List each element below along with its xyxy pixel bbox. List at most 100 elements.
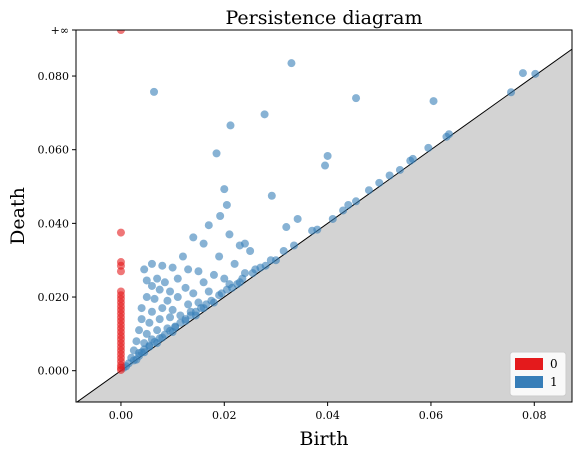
data-point-dim-1 (147, 307, 156, 316)
data-point-dim-1 (158, 261, 167, 270)
data-point-dim-1 (163, 296, 172, 305)
data-point-dim-1 (173, 293, 182, 302)
data-point-dim-1 (287, 59, 296, 68)
data-point-dim-1 (142, 329, 151, 338)
data-point-dim-1 (153, 326, 162, 335)
data-point-dim-1 (290, 241, 299, 250)
x-tick-label: 0.04 (315, 409, 340, 422)
data-point-dim-1 (445, 130, 454, 139)
data-point-dim-1 (429, 97, 438, 106)
data-point-dim-1 (424, 143, 433, 152)
data-point-dim-1 (132, 337, 141, 346)
legend-label-1: 1 (550, 375, 558, 389)
data-point-dim-1 (166, 287, 175, 296)
y-tick-label: 0.000 (38, 365, 70, 378)
data-point-dim-1 (531, 69, 540, 78)
chart-title: Persistence diagram (225, 7, 422, 29)
legend-swatch-1 (515, 376, 543, 388)
legend-swatch-0 (515, 358, 543, 370)
data-point-dim-1 (155, 315, 164, 324)
data-point-dim-1 (518, 69, 527, 78)
data-point-dim-1 (266, 256, 275, 265)
data-point-dim-1 (173, 274, 182, 283)
data-point-dim-1 (184, 300, 193, 309)
data-point-dim-1 (226, 121, 235, 130)
data-point-dim-1 (147, 259, 156, 268)
legend-label-0: 0 (550, 357, 558, 371)
data-point-dim-1 (230, 259, 239, 268)
data-point-dim-1 (375, 178, 384, 187)
data-point-dim-1 (155, 285, 164, 294)
data-point-dim-1 (189, 289, 198, 298)
x-tick-label: 0.08 (522, 409, 547, 422)
data-point-dim-1 (194, 267, 203, 276)
plot-area-frame (75, 29, 573, 403)
data-point-dim-0 (116, 365, 125, 374)
data-point-dim-1 (238, 274, 247, 283)
data-point-dim-1 (267, 191, 276, 200)
data-point-dim-1 (328, 214, 337, 223)
x-tick-label: 0.00 (109, 409, 134, 422)
y-tick-label: 0.040 (38, 217, 70, 230)
data-point-dim-1 (147, 281, 156, 290)
below-diagonal-region (76, 49, 572, 402)
data-point-dim-1 (217, 289, 226, 298)
data-point-dim-1 (364, 186, 373, 195)
data-point-dim-1 (222, 200, 231, 209)
data-point-dim-1 (142, 293, 151, 302)
data-point-dim-1 (160, 278, 169, 287)
data-point-dim-1 (248, 269, 257, 278)
data-point-dim-1 (260, 110, 269, 119)
data-point-dim-1 (166, 313, 175, 322)
data-point-dim-1 (135, 326, 144, 335)
data-point-dim-1 (352, 197, 361, 206)
data-point-dim-1 (181, 283, 190, 292)
data-point-dim-1 (209, 270, 218, 279)
data-point-dim-0 (116, 267, 125, 276)
data-point-dim-0 (116, 30, 125, 34)
data-point-dim-1 (153, 274, 162, 283)
y-tick-label: 0.080 (38, 70, 70, 83)
data-point-dim-1 (235, 241, 244, 250)
data-point-dim-1 (408, 154, 417, 163)
data-point-dim-1 (282, 223, 291, 232)
data-point-dim-1 (204, 221, 213, 230)
y-axis-label: Death (7, 187, 29, 245)
data-point-dim-1 (168, 263, 177, 272)
y-tick-label: 0.020 (38, 291, 70, 304)
data-point-dim-1 (293, 214, 302, 223)
data-point-dim-1 (215, 252, 224, 261)
data-point-dim-1 (220, 274, 229, 283)
data-point-dim-1 (140, 265, 149, 274)
data-point-dim-1 (395, 165, 404, 174)
data-point-dim-1 (385, 171, 394, 180)
data-point-dim-1 (145, 318, 154, 327)
data-point-dim-1 (344, 200, 353, 209)
data-point-dim-1 (220, 185, 229, 194)
data-point-dim-1 (142, 276, 151, 285)
data-point-dim-1 (313, 225, 322, 234)
data-point-dim-1 (339, 206, 348, 215)
data-point-dim-1 (137, 315, 146, 324)
data-point-dim-1 (216, 212, 225, 220)
data-point-dim-1 (507, 88, 516, 97)
data-point-dim-1 (178, 252, 187, 261)
data-point-dim-0 (116, 261, 125, 270)
data-point-dim-1 (158, 304, 167, 313)
data-point-dim-1 (189, 233, 198, 242)
data-point-dim-0 (116, 228, 125, 237)
data-point-dim-1 (246, 246, 255, 255)
y-tick-label: 0.060 (38, 144, 70, 157)
data-point-dim-1 (204, 287, 213, 296)
data-point-dim-1 (135, 349, 144, 358)
x-axis-label: Birth (300, 428, 349, 450)
data-point-dim-1 (321, 161, 330, 170)
data-point-dim-1 (225, 230, 234, 239)
data-point-dim-1 (256, 263, 265, 272)
data-point-dim-1 (279, 246, 288, 255)
data-point-dim-1 (137, 304, 146, 313)
data-point-dim-1 (352, 94, 361, 103)
data-point-dim-1 (199, 278, 208, 287)
data-point-dim-1 (150, 294, 159, 303)
